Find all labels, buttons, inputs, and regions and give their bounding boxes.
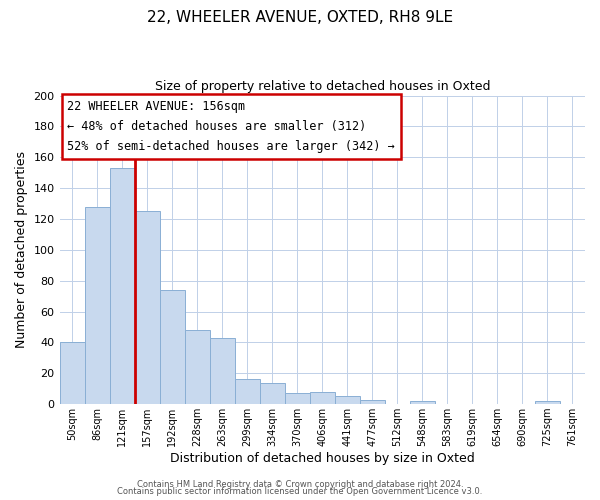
Bar: [209, 338, 235, 404]
Bar: [310, 392, 335, 404]
Bar: [160, 290, 185, 404]
Bar: [235, 380, 260, 404]
Title: Size of property relative to detached houses in Oxted: Size of property relative to detached ho…: [155, 80, 490, 93]
Bar: [134, 212, 160, 404]
Bar: [360, 400, 385, 404]
Bar: [110, 168, 134, 404]
Text: Contains public sector information licensed under the Open Government Licence v3: Contains public sector information licen…: [118, 487, 482, 496]
X-axis label: Distribution of detached houses by size in Oxted: Distribution of detached houses by size …: [170, 452, 475, 465]
Bar: [285, 394, 310, 404]
Text: 22, WHEELER AVENUE, OXTED, RH8 9LE: 22, WHEELER AVENUE, OXTED, RH8 9LE: [147, 10, 453, 25]
Bar: [260, 382, 285, 404]
Bar: [85, 206, 110, 404]
Bar: [59, 342, 85, 404]
Bar: [410, 401, 435, 404]
Bar: [335, 396, 360, 404]
Bar: [185, 330, 209, 404]
Text: Contains HM Land Registry data © Crown copyright and database right 2024.: Contains HM Land Registry data © Crown c…: [137, 480, 463, 489]
Y-axis label: Number of detached properties: Number of detached properties: [15, 152, 28, 348]
Text: 22 WHEELER AVENUE: 156sqm
← 48% of detached houses are smaller (312)
52% of semi: 22 WHEELER AVENUE: 156sqm ← 48% of detac…: [67, 100, 395, 153]
Bar: [535, 401, 560, 404]
